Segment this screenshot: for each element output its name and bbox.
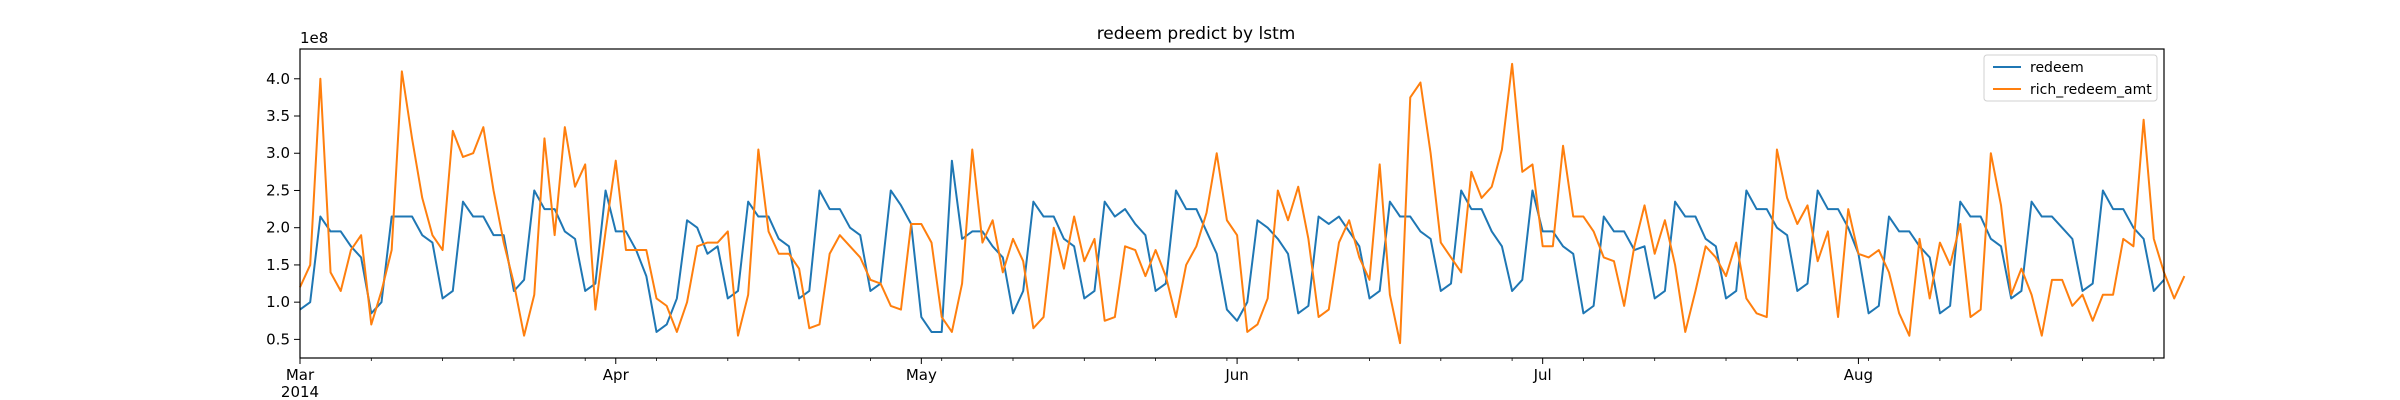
- x-tick-label: Aug: [1844, 366, 1873, 384]
- y-offset-label: 1e8: [300, 29, 328, 47]
- y-axis: 0.5 1.0 1.5 2.0 2.5 3.0 3.5 4.0: [266, 70, 300, 348]
- series-line-rich-redeem-amt: [299, 62, 2186, 345]
- legend-label-redeem: redeem: [2030, 60, 2084, 76]
- y-tick-label: 3.5: [266, 107, 290, 125]
- y-tick-label: 4.0: [266, 70, 290, 88]
- series-layer: [299, 62, 2186, 345]
- x-tick-label: Mar: [286, 366, 315, 384]
- legend-box: [1983, 54, 2158, 102]
- x-tick-label: Jul: [1533, 366, 1552, 384]
- x-tick-label: Jun: [1224, 366, 1248, 384]
- y-tick-label: 2.5: [266, 181, 290, 199]
- chart-title: redeem predict by lstm: [1097, 24, 1296, 44]
- y-tick-label: 0.5: [266, 330, 290, 348]
- x-tick-label: 2014: [281, 383, 319, 400]
- legend-label-rich-redeem-amt: rich_redeem_amt: [2030, 82, 2152, 98]
- y-tick-label: 1.0: [266, 293, 290, 311]
- x-tick-label: May: [906, 366, 937, 384]
- y-tick-label: 1.5: [266, 256, 290, 274]
- series-line-redeem: [299, 159, 2165, 333]
- plot-frame: [299, 48, 2165, 359]
- y-tick-label: 2.0: [266, 219, 290, 237]
- legend: redeem rich_redeem_amt: [1983, 54, 2158, 102]
- y-tick-label: 3.0: [266, 144, 290, 162]
- x-tick-label: Apr: [603, 366, 630, 384]
